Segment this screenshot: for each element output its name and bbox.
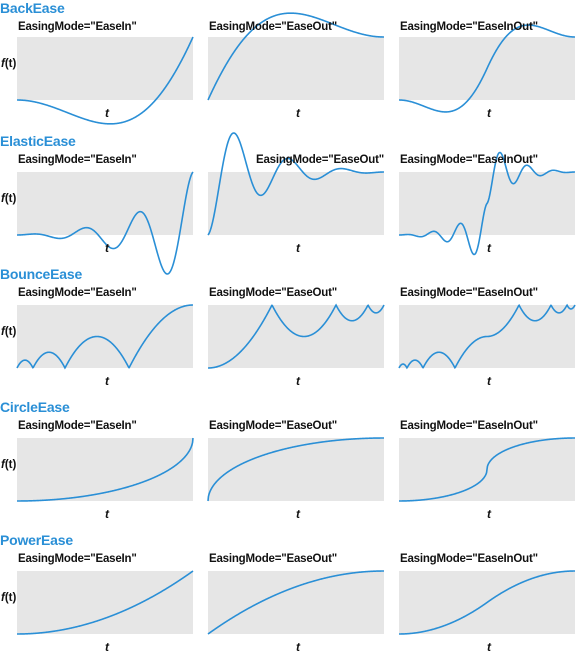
circleease-easein-x-axis-label: t xyxy=(105,507,109,521)
circleease-easeinout-curve xyxy=(399,437,575,502)
backease-easeinout-mode-label: EasingMode="EaseInOut" xyxy=(400,21,538,33)
elasticease-easeinout-curve xyxy=(399,151,575,256)
elasticease-title: ElasticEase xyxy=(0,133,76,149)
circleease-easein-mode-label: EasingMode="EaseIn" xyxy=(18,420,137,432)
circleease-easeout-panel xyxy=(208,438,384,501)
circleease-easein-panel xyxy=(17,438,193,501)
y-label-function: f xyxy=(1,57,5,70)
backease-easein-curve xyxy=(17,36,194,125)
y-label-argument: (t) xyxy=(4,57,17,70)
powerease-easein-x-axis-label: t xyxy=(105,640,109,654)
bounceease-y-axis-label: f(t) xyxy=(1,325,16,339)
backease-easeout-x-axis-label: t xyxy=(296,106,300,120)
backease-easeout-panel xyxy=(208,37,384,100)
powerease-easein-panel xyxy=(17,571,193,634)
backease-easeout-curve xyxy=(207,12,384,101)
y-label-argument: (t) xyxy=(4,192,17,205)
circleease-easeinout-x-axis-label: t xyxy=(487,507,491,521)
circleease-easeout-x-axis-label: t xyxy=(296,507,300,521)
bounceease-easein-x-axis-label: t xyxy=(105,374,109,388)
backease-easeinout-x-axis-label: t xyxy=(487,106,491,120)
powerease-easeinout-x-axis-label: t xyxy=(487,640,491,654)
bounceease-easein-mode-label: EasingMode="EaseIn" xyxy=(18,287,137,299)
bounceease-easeinout-x-axis-label: t xyxy=(487,374,491,388)
backease-title: BackEase xyxy=(0,0,65,16)
circleease-easein-curve xyxy=(17,437,194,502)
powerease-easeout-panel xyxy=(208,571,384,634)
elasticease-easeinout-x-axis-label: t xyxy=(487,241,491,255)
y-label-argument: (t) xyxy=(4,591,17,604)
elasticease-easein-curve xyxy=(17,171,194,275)
powerease-y-axis-label: f(t) xyxy=(1,591,16,605)
backease-easeinout-curve xyxy=(399,24,575,113)
backease-y-axis-label: f(t) xyxy=(1,57,16,71)
powerease-title: PowerEase xyxy=(0,532,73,548)
elasticease-easeinout-mode-label: EasingMode="EaseInOut" xyxy=(400,154,538,166)
elasticease-easein-x-axis-label: t xyxy=(105,241,109,255)
bounceease-easeinout-mode-label: EasingMode="EaseInOut" xyxy=(400,287,538,299)
elasticease-easein-mode-label: EasingMode="EaseIn" xyxy=(18,154,137,166)
bounceease-easeout-x-axis-label: t xyxy=(296,374,300,388)
bounceease-easein-panel xyxy=(17,305,193,368)
bounceease-title: BounceEase xyxy=(0,266,83,282)
elasticease-easeout-mode-label: EasingMode="EaseOut" xyxy=(256,154,385,166)
powerease-easeout-x-axis-label: t xyxy=(296,640,300,654)
powerease-easein-mode-label: EasingMode="EaseIn" xyxy=(18,553,137,565)
y-label-argument: (t) xyxy=(4,458,17,471)
backease-easein-x-axis-label: t xyxy=(105,106,109,120)
y-label-function: f xyxy=(1,325,5,338)
powerease-easein-curve xyxy=(17,570,194,635)
powerease-easeinout-mode-label: EasingMode="EaseInOut" xyxy=(400,553,538,565)
elasticease-easeout-x-axis-label: t xyxy=(296,241,300,255)
powerease-easeinout-curve xyxy=(399,570,575,635)
circleease-easeout-curve xyxy=(207,437,384,502)
circleease-easeout-mode-label: EasingMode="EaseOut" xyxy=(209,420,338,432)
circleease-easeinout-mode-label: EasingMode="EaseInOut" xyxy=(400,420,538,432)
y-label-function: f xyxy=(1,458,5,471)
backease-easein-mode-label: EasingMode="EaseIn" xyxy=(18,21,137,33)
bounceease-easeinout-curve xyxy=(398,303,576,370)
backease-easeout-mode-label: EasingMode="EaseOut" xyxy=(209,21,338,33)
bounceease-easeout-curve xyxy=(208,303,385,369)
y-label-function: f xyxy=(1,192,5,205)
bounceease-easeout-mode-label: EasingMode="EaseOut" xyxy=(209,287,338,299)
circleease-y-axis-label: f(t) xyxy=(1,458,16,472)
bounceease-easeout-panel xyxy=(208,305,384,368)
elasticease-easein-panel xyxy=(17,172,193,235)
backease-easein-panel xyxy=(17,37,193,100)
powerease-easeout-mode-label: EasingMode="EaseOut" xyxy=(209,553,338,565)
elasticease-y-axis-label: f(t) xyxy=(1,192,16,206)
y-label-function: f xyxy=(1,591,5,604)
y-label-argument: (t) xyxy=(4,325,17,338)
elasticease-easeout-curve xyxy=(207,132,384,236)
circleease-title: CircleEase xyxy=(0,399,70,415)
elasticease-easeout-panel xyxy=(208,172,384,235)
bounceease-easein-curve xyxy=(16,304,193,370)
powerease-easeout-curve xyxy=(207,570,384,635)
